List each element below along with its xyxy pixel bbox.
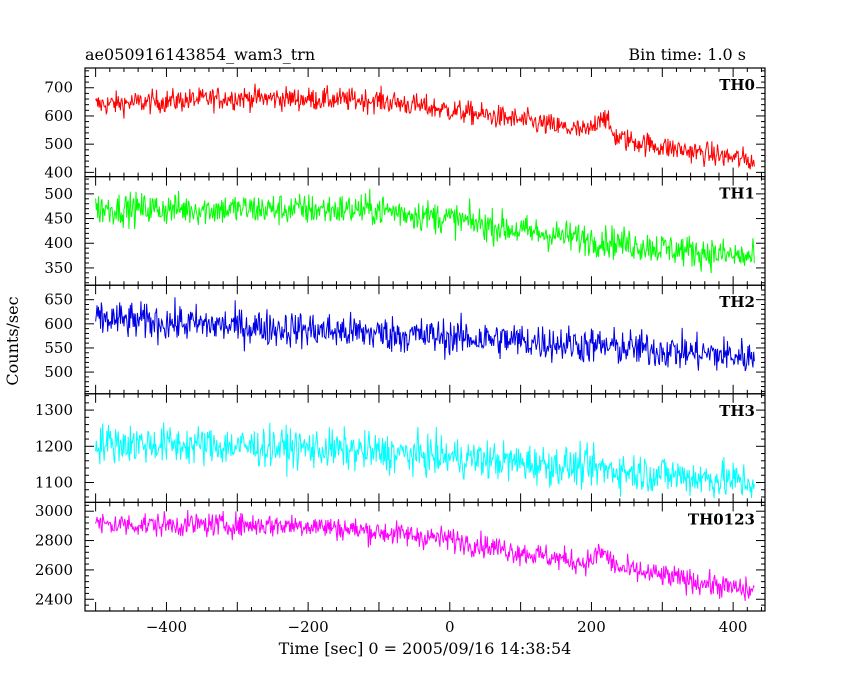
y-tick-label: 400 — [44, 163, 73, 181]
figure-title: ae050916143854_wam3_trn — [85, 45, 315, 64]
x-tick-label: 200 — [577, 618, 606, 636]
y-tick-label: 700 — [44, 79, 73, 97]
panel-stack: 400 500 600 700 TH0 350 400 450 500 TH1 500 550 600 6… — [35, 67, 766, 636]
panel-name-label: TH2 — [719, 293, 755, 311]
series-th3 — [95, 422, 755, 499]
panel-name-label: TH1 — [719, 185, 755, 203]
x-axis-label: Time [sec] 0 = 2005/09/16 14:38:54 — [279, 639, 572, 658]
y-tick-label: 1100 — [35, 473, 73, 491]
panel-name-label: TH0123 — [688, 510, 755, 528]
y-tick-label: 2800 — [35, 532, 73, 550]
panel-th0123: 2400 2600 2800 3000 TH0123 — [35, 501, 766, 612]
y-tick-label: 2600 — [35, 561, 73, 579]
y-tick-label: 2400 — [35, 590, 73, 608]
panel-frame — [84, 67, 766, 178]
series-th2 — [95, 297, 755, 372]
y-tick-label: 450 — [44, 210, 73, 228]
y-tick-label: 3000 — [35, 502, 73, 520]
y-tick-label: 500 — [44, 363, 73, 381]
bin-time-label: Bin time: 1.0 s — [628, 45, 746, 64]
panel-frame — [84, 501, 766, 612]
y-tick-label: 600 — [44, 315, 73, 333]
y-tick-label: 650 — [44, 291, 73, 309]
panel-th0: 400 500 600 700 TH0 — [44, 67, 766, 181]
series-th0 — [95, 83, 755, 170]
panel-th1: 350 400 450 500 TH1 — [44, 176, 766, 286]
panel-frame — [84, 176, 766, 286]
panel-name-label: TH0 — [719, 76, 755, 94]
y-tick-label: 600 — [44, 107, 73, 125]
y-tick-label: 550 — [44, 339, 73, 357]
x-tick-label: 0 — [445, 618, 455, 636]
series-th0123 — [95, 509, 755, 601]
x-tick-label: −400 — [146, 618, 187, 636]
x-tick-label: 400 — [719, 618, 748, 636]
y-axis-label: Counts/sec — [3, 296, 22, 385]
y-tick-label: 500 — [44, 135, 73, 153]
y-tick-label: 350 — [44, 259, 73, 277]
series-th1 — [95, 188, 755, 274]
panel-name-label: TH3 — [719, 402, 755, 420]
panel-th2: 500 550 600 650 TH2 — [44, 284, 766, 395]
y-tick-label: 1300 — [35, 401, 73, 419]
panel-th3: 1100 1200 1300 TH3 — [35, 393, 766, 503]
x-tick-label: −200 — [288, 618, 329, 636]
y-tick-label: 1200 — [35, 437, 73, 455]
y-tick-label: 500 — [44, 185, 73, 203]
y-tick-label: 400 — [44, 234, 73, 252]
